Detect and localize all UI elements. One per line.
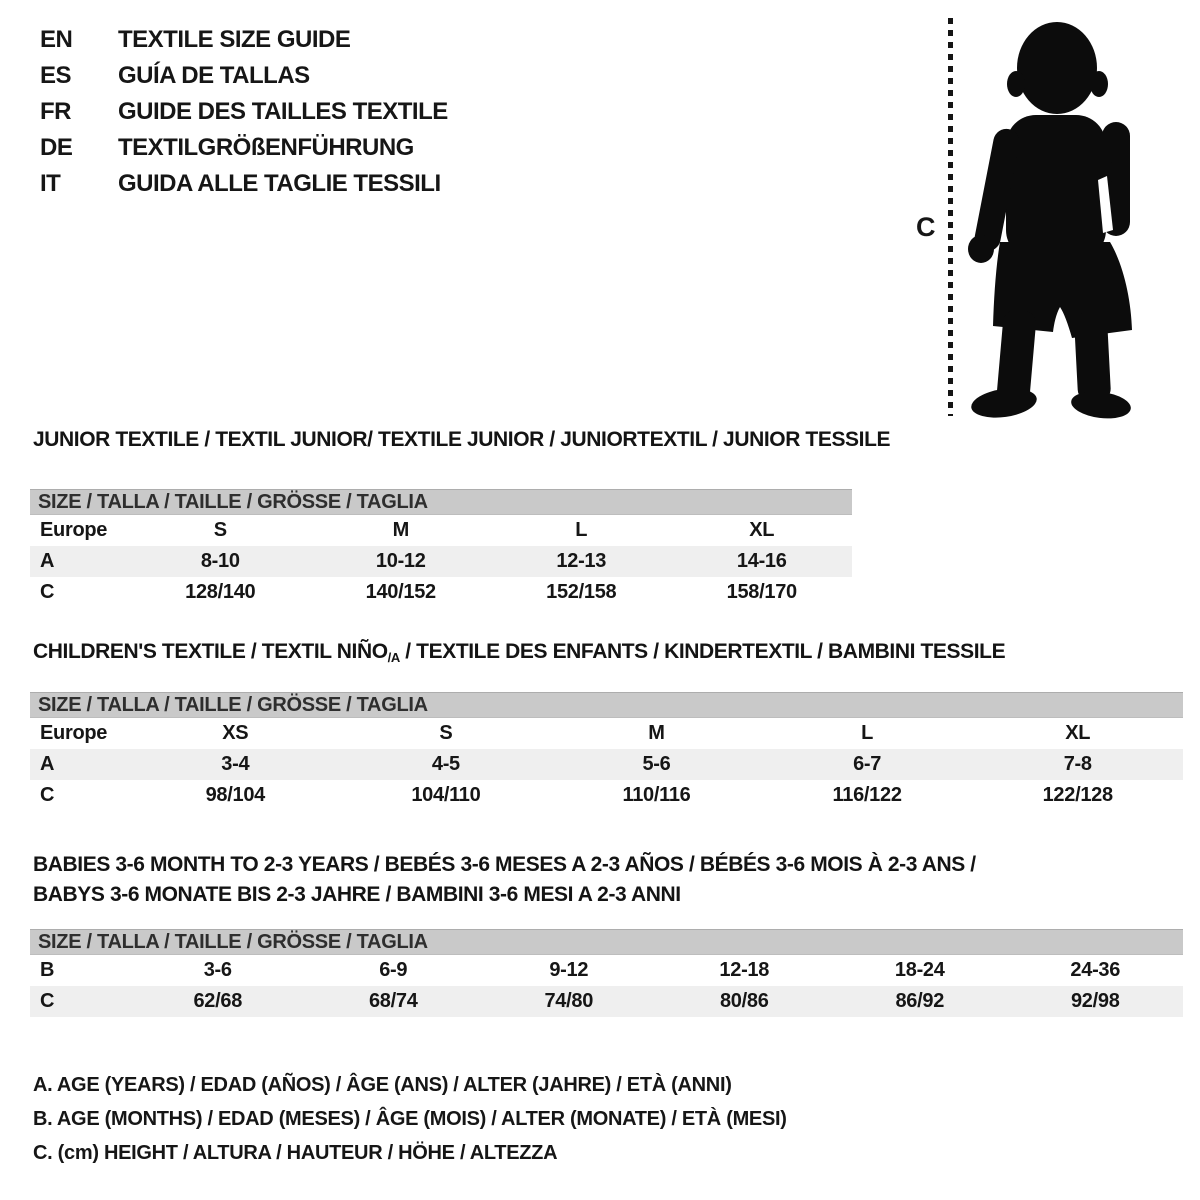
age-cell: 14-16 [736, 550, 787, 572]
table-row-height: C 128/140 140/152 152/158 158/170 [30, 577, 852, 608]
title-part: / TEXTILE DES ENFANTS / KINDERTEXTIL / B… [399, 640, 1006, 663]
title-line-2: BABYS 3-6 MONATE BIS 2-3 JAHRE / BAMBINI… [33, 883, 681, 906]
months-cell: 9-12 [549, 959, 589, 981]
table-row-age: A 3-4 4-5 5-6 6-7 7-8 [30, 749, 1183, 780]
page-title-it: GUIDA ALLE TAGLIE TESSILI [118, 170, 441, 197]
row-label: A [40, 753, 55, 775]
height-cell: 110/116 [622, 784, 691, 806]
children-size-table: SIZE / TALLA / TAILLE / GRÖSSE / TAGLIA … [30, 692, 1183, 811]
months-cell: 3-6 [203, 959, 232, 981]
row-label: Europe [40, 722, 108, 744]
table-row-age: A 8-10 10-12 12-13 14-16 [30, 546, 852, 577]
size-cell: XL [1065, 722, 1091, 744]
months-cell: 12-18 [719, 959, 770, 981]
table-row-height: C 62/68 68/74 74/80 80/86 86/92 92/98 [30, 986, 1183, 1017]
height-cell: 80/86 [719, 990, 769, 1012]
height-cell: 74/80 [544, 990, 594, 1012]
language-row-fr: FR GUIDE DES TAILLES TEXTILE [40, 94, 448, 130]
toddler-silhouette-icon [968, 22, 1132, 419]
size-header-bar: SIZE / TALLA / TAILLE / GRÖSSE / TAGLIA [30, 692, 1183, 718]
age-cell: 7-8 [1063, 753, 1092, 775]
height-cell: 158/170 [726, 581, 798, 603]
age-cell: 8-10 [200, 550, 240, 572]
junior-size-table: SIZE / TALLA / TAILLE / GRÖSSE / TAGLIA … [30, 489, 852, 608]
age-cell: 6-7 [853, 753, 882, 775]
size-cell: L [575, 519, 588, 541]
language-row-en: EN TEXTILE SIZE GUIDE [40, 22, 448, 58]
title-line-1: BABIES 3-6 MONTH TO 2-3 YEARS / BEBÉS 3-… [33, 853, 976, 876]
babies-size-table: SIZE / TALLA / TAILLE / GRÖSSE / TAGLIA … [30, 929, 1183, 1017]
page-title-de: TEXTILGRÖßENFÜHRUNG [118, 134, 414, 161]
height-cell: 86/92 [895, 990, 945, 1012]
size-header-bar: SIZE / TALLA / TAILLE / GRÖSSE / TAGLIA [30, 929, 1183, 955]
table-row-height: C 98/104 104/110 110/116 116/122 122/128 [30, 780, 1183, 811]
row-label: C [40, 581, 55, 603]
legend-line-a: A. AGE (YEARS) / EDAD (AÑOS) / ÂGE (ANS)… [33, 1073, 732, 1096]
size-cell: S [213, 519, 227, 541]
age-cell: 5-6 [642, 753, 671, 775]
section-title-babies: BABIES 3-6 MONTH TO 2-3 YEARS / BEBÉS 3-… [33, 850, 1033, 910]
height-cell: 140/152 [365, 581, 437, 603]
legend-line-c: C. (cm) HEIGHT / ALTURA / HAUTEUR / HÖHE… [33, 1141, 558, 1164]
height-cell: 62/68 [193, 990, 243, 1012]
title-part: CHILDREN'S TEXTILE / TEXTIL NIÑO [33, 640, 388, 663]
table-row-europe: Europe XS S M L XL [30, 718, 1183, 749]
height-measure-label: C [916, 212, 936, 242]
height-cell: 104/110 [411, 784, 481, 806]
age-cell: 4-5 [431, 753, 460, 775]
height-cell: 68/74 [368, 990, 418, 1012]
height-cell: 92/98 [1070, 990, 1120, 1012]
language-row-de: DE TEXTILGRÖßENFÜHRUNG [40, 130, 448, 166]
section-title-children: CHILDREN'S TEXTILE / TEXTIL NIÑO/A / TEX… [33, 640, 1006, 665]
row-label: Europe [40, 519, 108, 541]
table-row-europe: Europe S M L XL [30, 515, 852, 546]
section-title-junior: JUNIOR TEXTILE / TEXTIL JUNIOR/ TEXTILE … [33, 428, 891, 451]
size-cell: XL [749, 519, 775, 541]
height-measure-dotted-line [948, 18, 953, 416]
size-cell: M [648, 722, 665, 744]
language-title-list: EN TEXTILE SIZE GUIDE ES GUÍA DE TALLAS … [40, 22, 448, 202]
page-title: TEXTILE SIZE GUIDE [118, 26, 351, 53]
months-cell: 24-36 [1070, 959, 1121, 981]
row-label: C [40, 784, 55, 806]
height-cell: 152/158 [546, 581, 617, 603]
age-cell: 10-12 [375, 550, 426, 572]
height-cell: 116/122 [832, 784, 902, 806]
age-cell: 12-13 [556, 550, 607, 572]
language-code: IT [40, 170, 61, 197]
size-cell: M [392, 519, 410, 541]
language-row-es: ES GUÍA DE TALLAS [40, 58, 448, 94]
language-code: ES [40, 62, 72, 89]
language-code: FR [40, 98, 72, 125]
row-label: C [40, 990, 55, 1012]
height-cell: 122/128 [1042, 784, 1114, 806]
age-cell: 3-4 [221, 753, 250, 775]
size-cell: L [861, 722, 874, 744]
size-cell: S [439, 722, 453, 744]
title-subscript: /A [387, 650, 401, 665]
height-cell: 98/104 [205, 784, 266, 806]
months-cell: 18-24 [894, 959, 945, 981]
legend-line-b: B. AGE (MONTHS) / EDAD (MESES) / ÂGE (MO… [33, 1107, 787, 1130]
size-header-bar: SIZE / TALLA / TAILLE / GRÖSSE / TAGLIA [30, 489, 852, 515]
size-cell: XS [222, 722, 249, 744]
row-label: A [40, 550, 55, 572]
legend: A. AGE (YEARS) / EDAD (AÑOS) / ÂGE (ANS)… [33, 1068, 787, 1170]
table-row-months: B 3-6 6-9 9-12 12-18 18-24 24-36 [30, 955, 1183, 986]
language-code: DE [40, 134, 73, 161]
language-code: EN [40, 26, 73, 53]
language-row-it: IT GUIDA ALLE TAGLIE TESSILI [40, 166, 448, 202]
page-title-es: GUÍA DE TALLAS [118, 62, 310, 89]
height-cell: 128/140 [185, 581, 256, 603]
months-cell: 6-9 [379, 959, 408, 981]
page-title-fr: GUIDE DES TAILLES TEXTILE [118, 98, 448, 125]
row-label: B [40, 959, 55, 981]
